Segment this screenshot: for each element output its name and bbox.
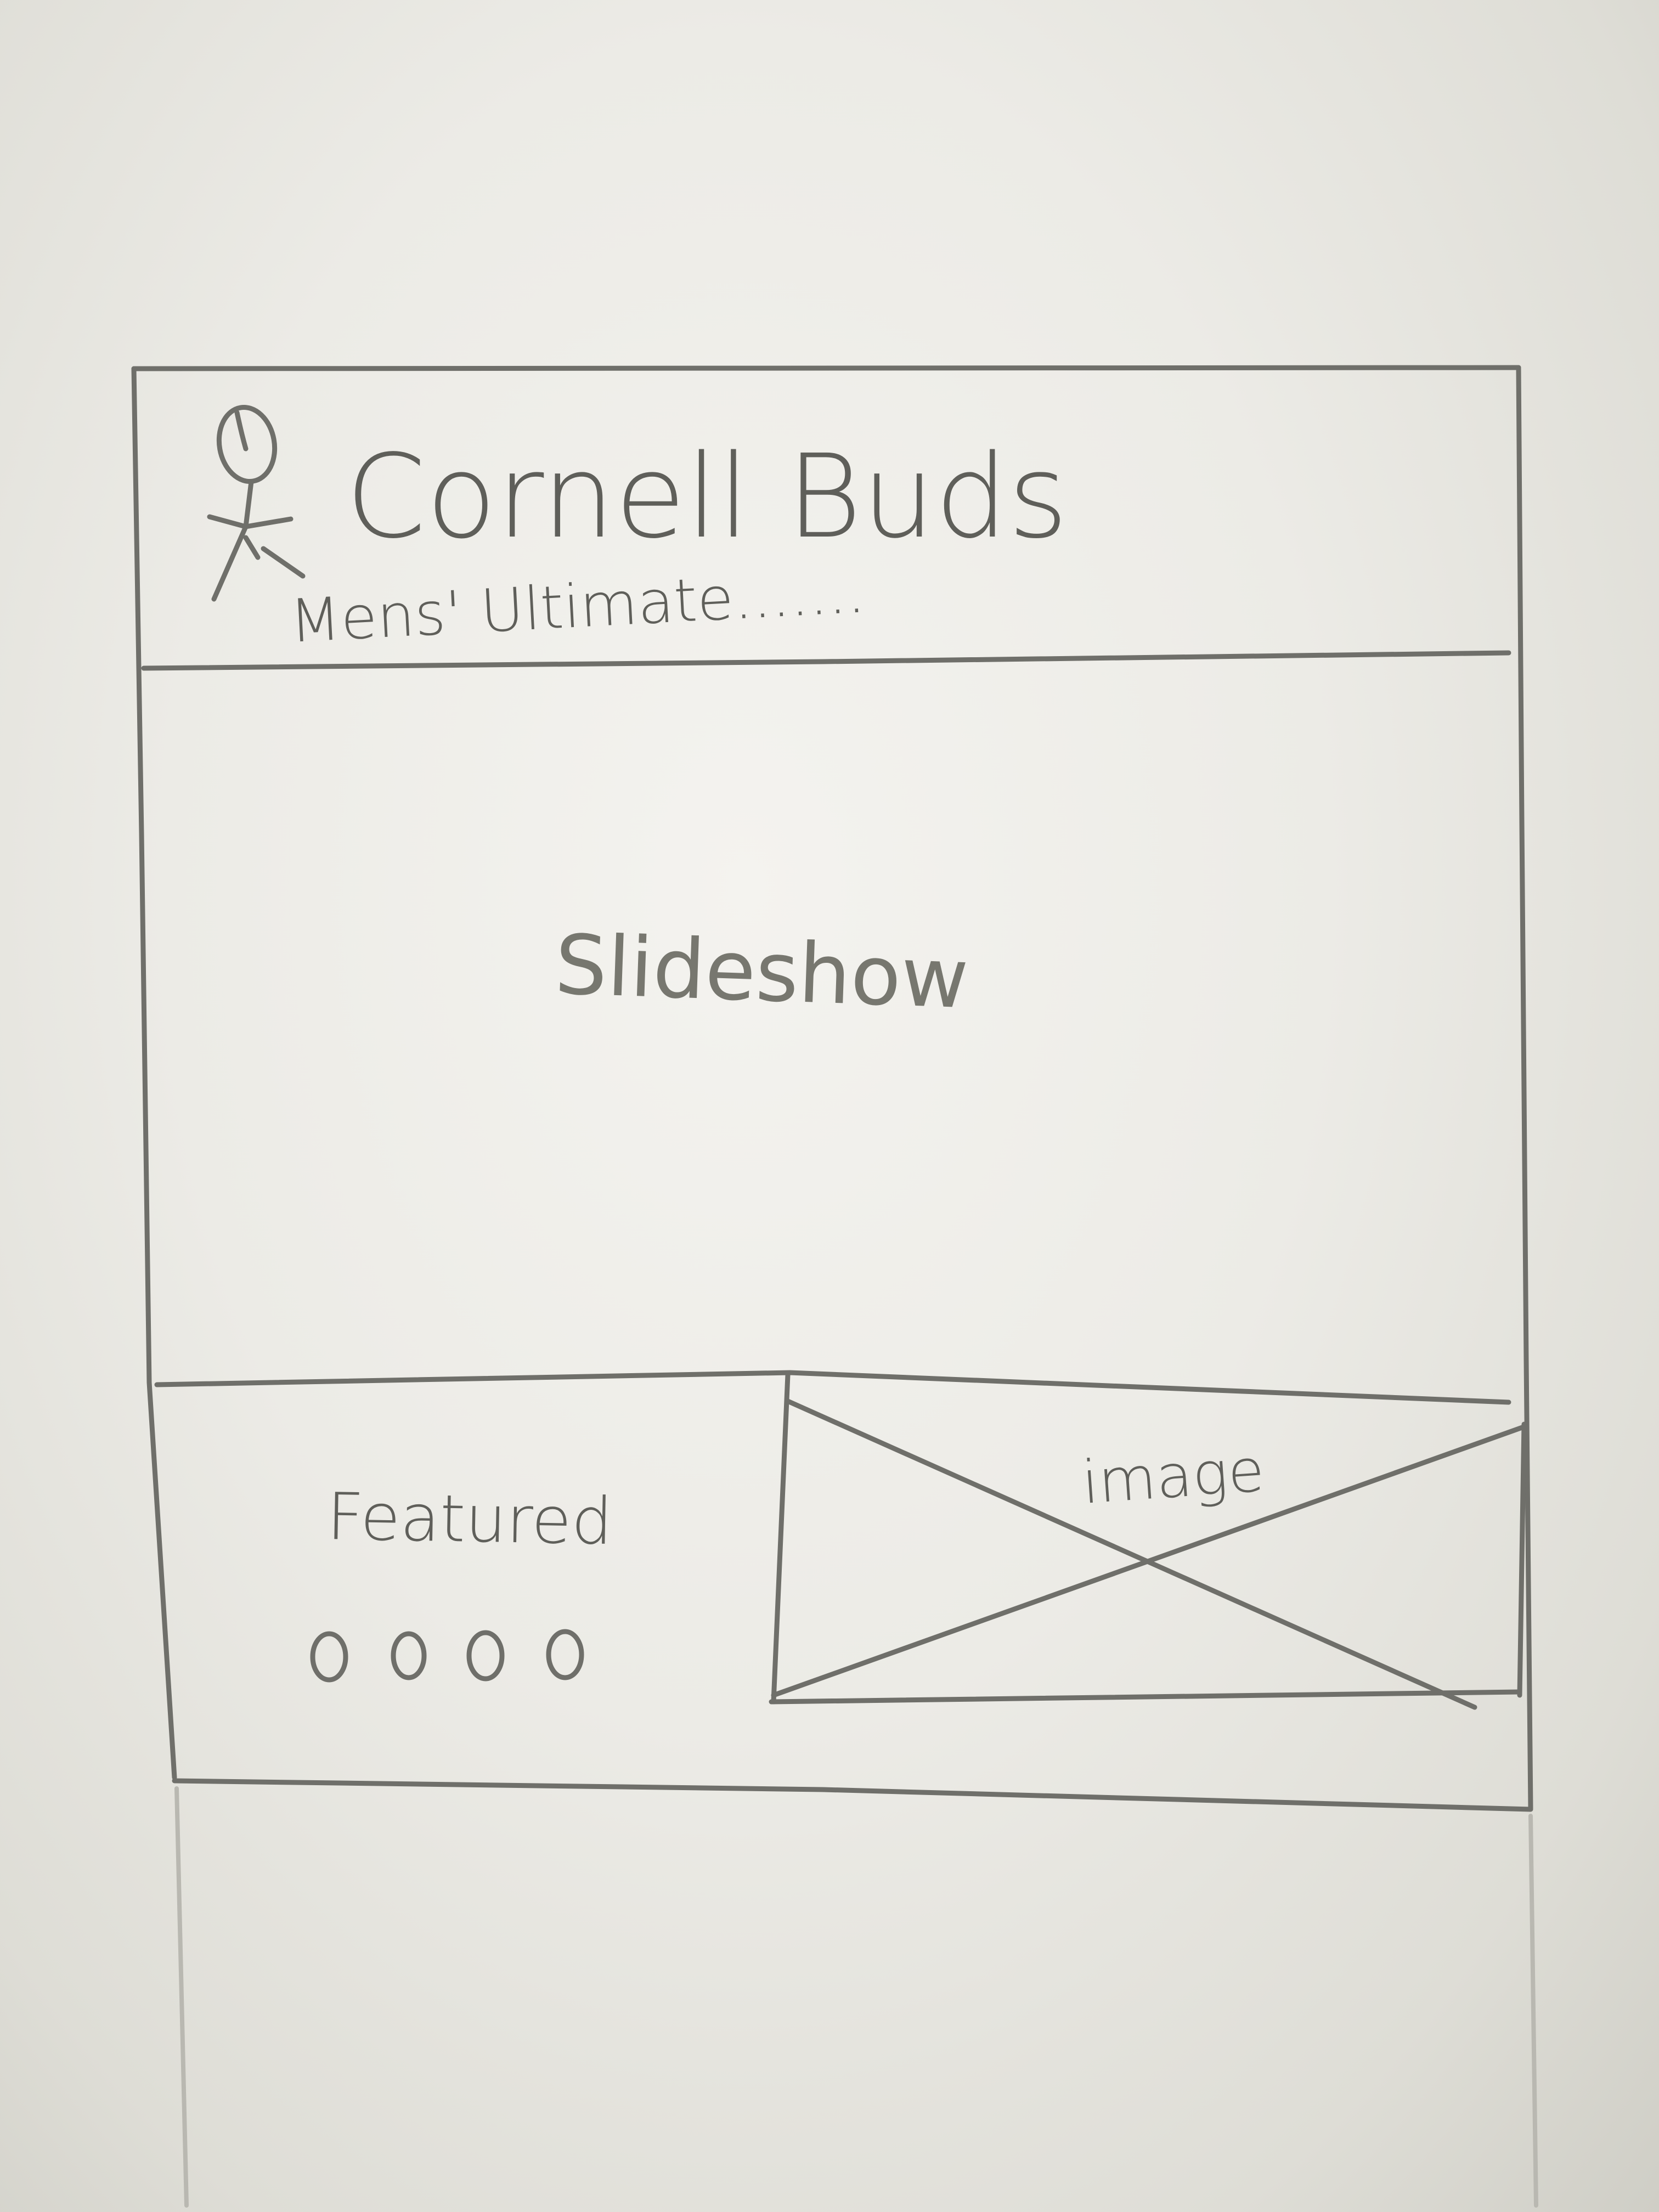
crossed-box-image-icon[interactable]: image [769,1372,1528,1710]
slideshow-divider [154,1370,1511,1405]
image-bottom-edge [769,1689,1522,1705]
site-title[interactable]: Cornell Buds [346,430,1068,564]
header-divider [141,650,1511,671]
frame-bottom-edge [172,1778,1533,1812]
pager-dot-1[interactable] [310,1631,348,1683]
pager-dot-3[interactable] [466,1630,505,1681]
frame-right-continuation [1528,1814,1538,2208]
slideshow-label: Slideshow [554,917,970,1027]
page-frame [131,365,1538,2208]
featured-pager-dots [310,1629,584,1683]
image-label: image [1080,1436,1267,1517]
header: Cornell Buds Mens' Ultimate....... [141,403,1511,671]
frame-right-edge [1516,365,1533,1811]
site-subtitle: Mens' Ultimate....... [288,557,867,656]
image-left-edge [771,1372,791,1705]
image-cross-diagonal-1 [785,1398,1477,1710]
image-cross-diagonal-2 [771,1424,1528,1698]
image-right-edge [1517,1421,1527,1698]
slideshow[interactable]: Slideshow [154,917,1511,1405]
pager-dot-4[interactable] [546,1629,584,1680]
stick-figure-frisbee-icon[interactable] [207,403,306,602]
featured-label: Featured [326,1479,613,1559]
frame-left-edge [131,366,177,1780]
frame-top-edge [131,365,1521,371]
frame-left-continuation [174,1786,189,2208]
featured-section: Featured image [310,1372,1528,1710]
pager-dot-2[interactable] [391,1631,427,1680]
